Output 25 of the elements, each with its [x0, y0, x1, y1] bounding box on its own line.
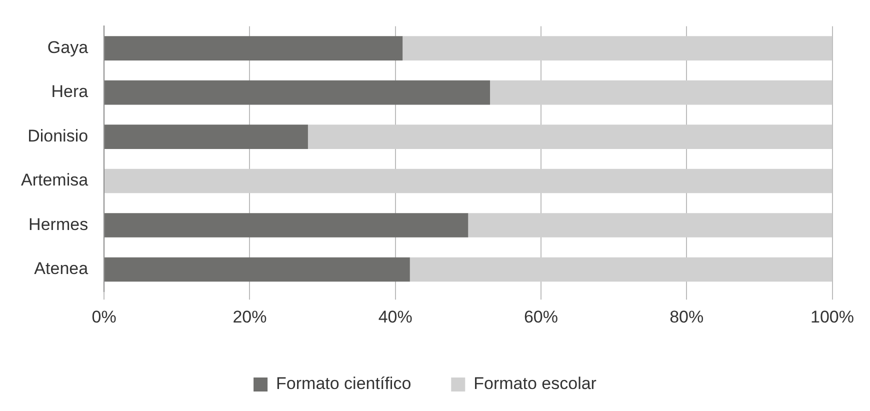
x-tick-label: 80% [670, 307, 704, 326]
bar [402, 36, 832, 60]
bar [104, 80, 490, 105]
legend-label: Formato científico [276, 374, 412, 394]
bar [104, 168, 832, 194]
y-tick-label: Gaya [47, 38, 89, 58]
x-tick-label: 40% [378, 307, 412, 326]
x-tick-label: 100% [810, 307, 854, 326]
bar [104, 36, 403, 60]
y-tick-label: Artemisa [20, 170, 89, 190]
bar [468, 213, 832, 238]
x-tick-label: 20% [232, 307, 267, 326]
y-tick-label: Hera [51, 82, 89, 102]
bar [490, 80, 832, 105]
x-tick-label: 0% [92, 307, 116, 326]
y-tick-label: Atenea [34, 259, 89, 278]
bar [104, 124, 308, 149]
legend-label: Formato escolar [474, 374, 597, 394]
y-tick-label: Hermes [28, 214, 88, 234]
bar [308, 124, 832, 149]
y-tick-label: Dionisio [28, 126, 88, 146]
bar [104, 213, 468, 238]
x-tick-label: 60% [524, 307, 558, 326]
bar [410, 257, 832, 282]
bar [104, 257, 410, 282]
